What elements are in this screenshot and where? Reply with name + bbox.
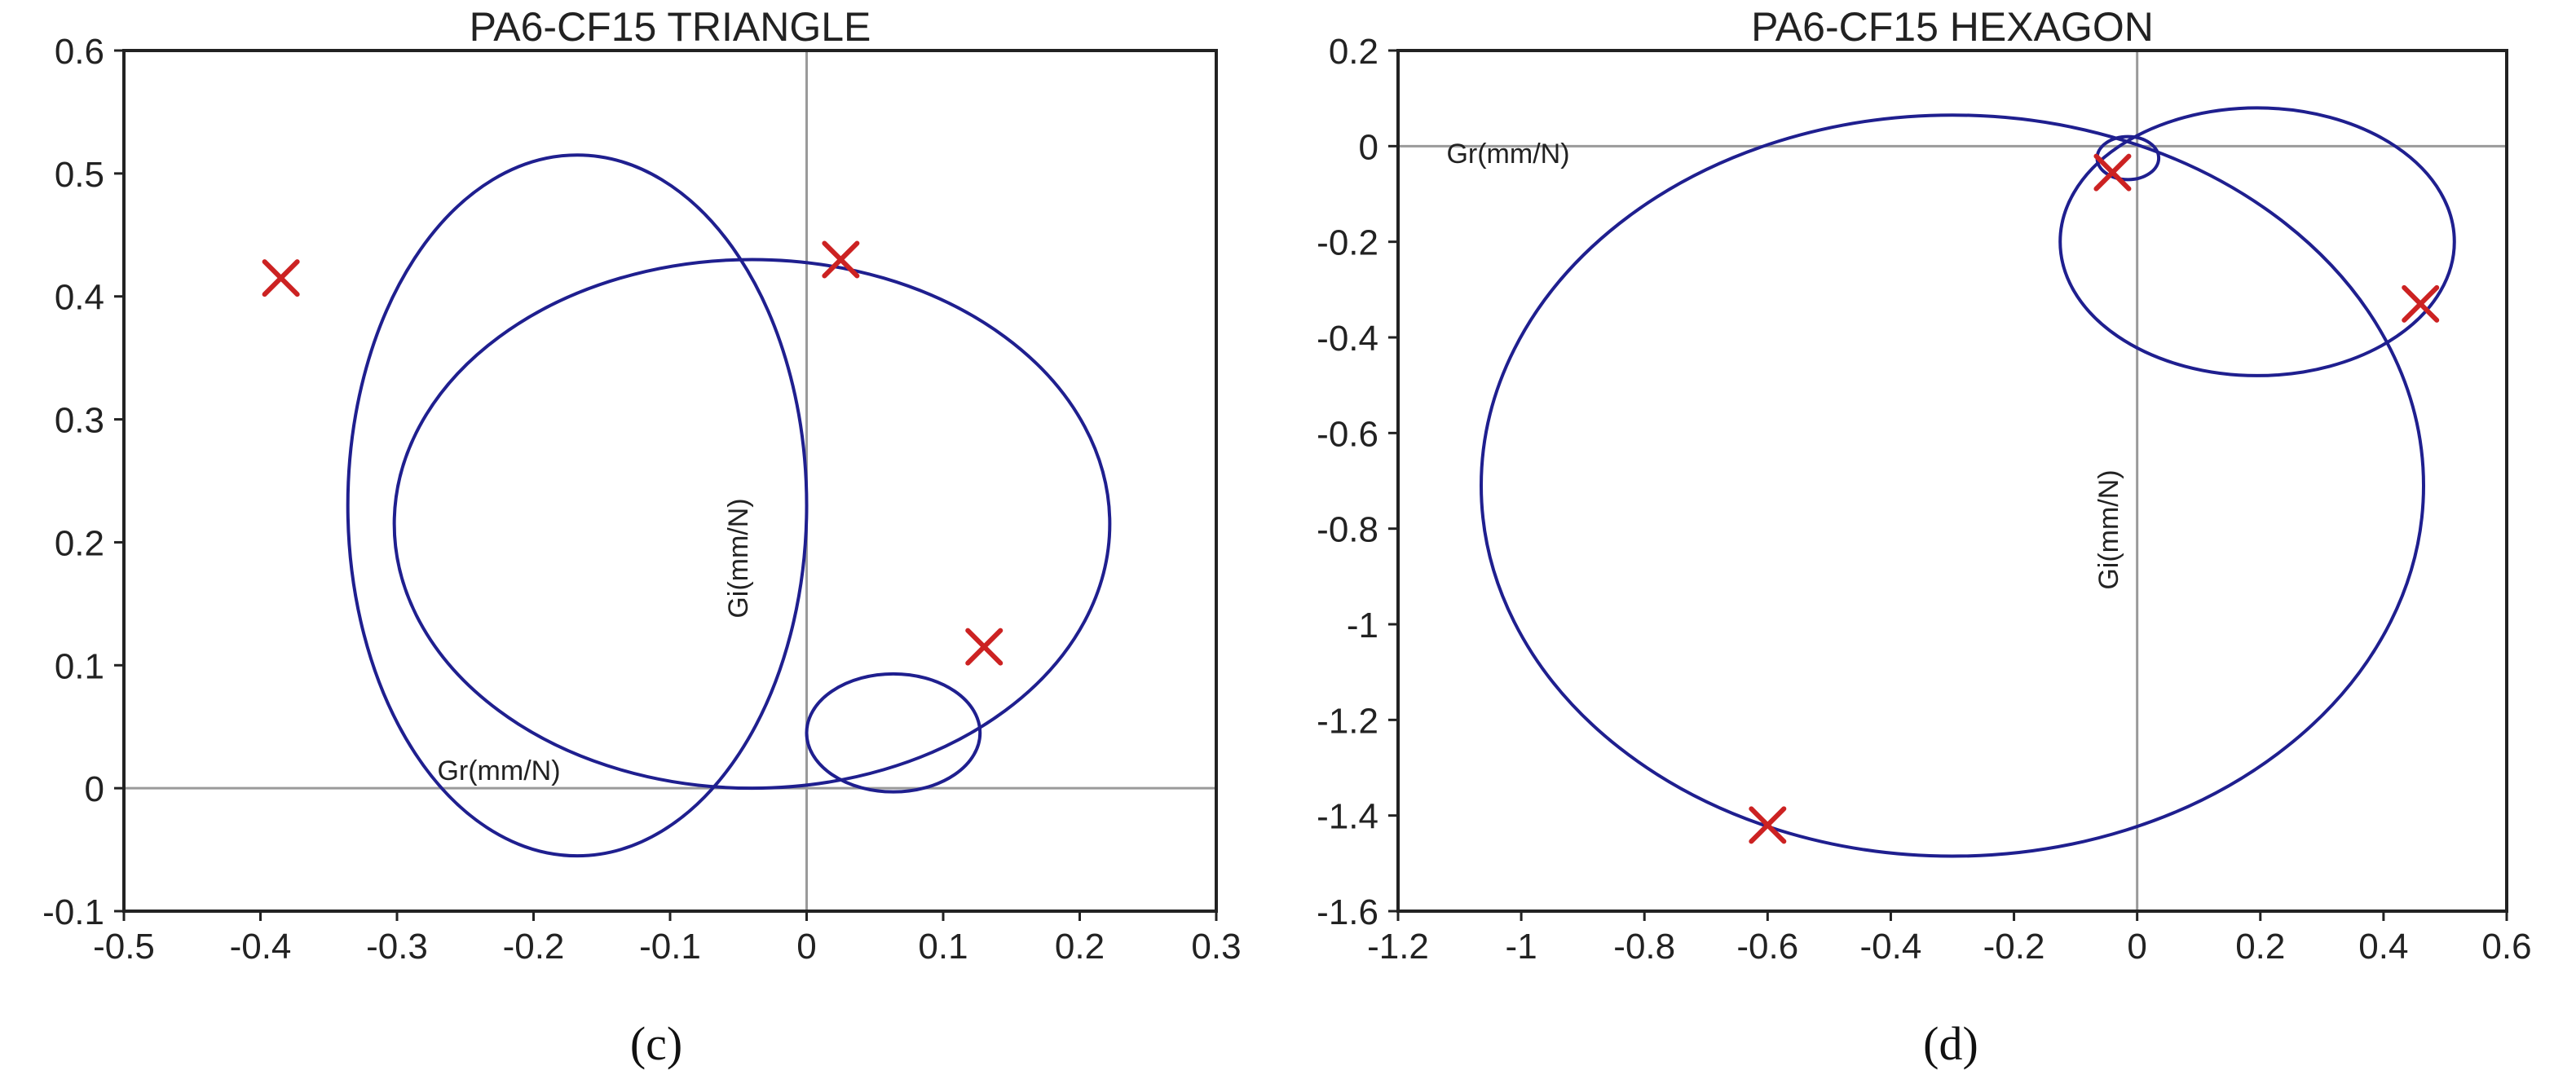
- x-tick-label: 0.4: [2358, 927, 2408, 967]
- x-tick-label: 0.2: [1055, 927, 1105, 967]
- y-tick-label: 0.2: [55, 523, 104, 563]
- resonance-marker: [1749, 806, 1787, 844]
- nyquist-loop-2: [2058, 106, 2456, 377]
- y-tick-label: 0: [1359, 127, 1378, 167]
- y-tick-label: 0.4: [55, 278, 104, 318]
- y-tick-label: 0.3: [55, 401, 104, 441]
- x-tick-label: 0: [2127, 927, 2146, 967]
- x-axis-label: Gr(mm/N): [437, 755, 560, 786]
- x-tick-label: 0.6: [2481, 927, 2531, 967]
- chart-hexagon: PA6-CF15 HEXAGON -1.2 -1 -0.8 -0.6 -0.4 -0.2 0 0…: [1317, 4, 2531, 1070]
- resonance-marker: [822, 240, 860, 279]
- chart-title: PA6-CF15 HEXAGON: [1751, 4, 2154, 50]
- x-tick-label: 0.1: [918, 927, 968, 967]
- y-tick-label: 0.5: [55, 155, 104, 195]
- y-axis-label: Gi(mm/N): [723, 498, 754, 618]
- chart-title: PA6-CF15 TRIANGLE: [470, 4, 871, 50]
- x-tick-label: -0.4: [230, 927, 292, 967]
- nyquist-loop-1: [346, 153, 809, 858]
- marker-stroke: [965, 628, 1003, 666]
- marker-stroke: [2093, 153, 2132, 192]
- chart-triangle: PA6-CF15 TRIANGLE -0.5 -0.4 -0.3 -0.2 -0.1 0 0.…: [42, 4, 1241, 1070]
- x-tick-label: -1: [1506, 927, 1537, 967]
- resonance-marker: [262, 259, 300, 297]
- x-tick-label: -0.8: [1613, 927, 1675, 967]
- nyquist-loop-2: [392, 258, 1112, 791]
- y-tick-label: 0.6: [55, 32, 104, 72]
- nyquist-loop-3: [805, 672, 982, 794]
- x-axis-label: Gr(mm/N): [1446, 139, 1569, 170]
- y-tick-label: -1.2: [1317, 701, 1378, 741]
- marker-stroke: [1749, 806, 1787, 844]
- x-tick-label: -0.6: [1736, 927, 1798, 967]
- y-tick-label: -1.4: [1317, 797, 1378, 837]
- x-tick-label: 0.3: [1191, 927, 1241, 967]
- x-tick-label: -0.1: [639, 927, 701, 967]
- x-tick-label: -1.2: [1367, 927, 1429, 967]
- plot-frame: [1396, 49, 2508, 913]
- x-tick-label: -0.3: [366, 927, 428, 967]
- x-tick-label: -0.2: [503, 927, 565, 967]
- resonance-marker: [965, 628, 1003, 666]
- y-tick-label: 0: [85, 769, 104, 809]
- marker-stroke: [2402, 284, 2440, 323]
- nyquist-loop-1: [1480, 113, 2425, 858]
- x-tick-label: 0: [796, 927, 816, 967]
- y-tick-label: -0.2: [1317, 223, 1378, 263]
- resonance-marker: [2402, 284, 2440, 323]
- y-tick-label: -1.6: [1317, 892, 1378, 932]
- y-axis-label: Gi(mm/N): [2093, 469, 2124, 589]
- panel-label: (d): [1923, 1017, 1978, 1070]
- y-tick-label: -0.6: [1317, 414, 1378, 454]
- marker-stroke: [822, 240, 860, 279]
- panel-label: (c): [630, 1017, 682, 1070]
- y-tick-label: -0.8: [1317, 510, 1378, 550]
- y-tick-label: 0.2: [1329, 32, 1378, 72]
- x-tick-label: -0.5: [93, 927, 155, 967]
- marker-stroke: [262, 259, 300, 297]
- y-tick-label: 0.1: [55, 646, 104, 686]
- y-tick-label: -1: [1347, 606, 1378, 645]
- x-tick-label: -0.2: [1983, 927, 2045, 967]
- y-tick-label: -0.4: [1317, 319, 1378, 359]
- y-tick-label: -0.1: [42, 892, 104, 932]
- resonance-marker: [2093, 153, 2132, 192]
- x-tick-label: -0.4: [1860, 927, 1922, 967]
- x-tick-label: 0.2: [2235, 927, 2285, 967]
